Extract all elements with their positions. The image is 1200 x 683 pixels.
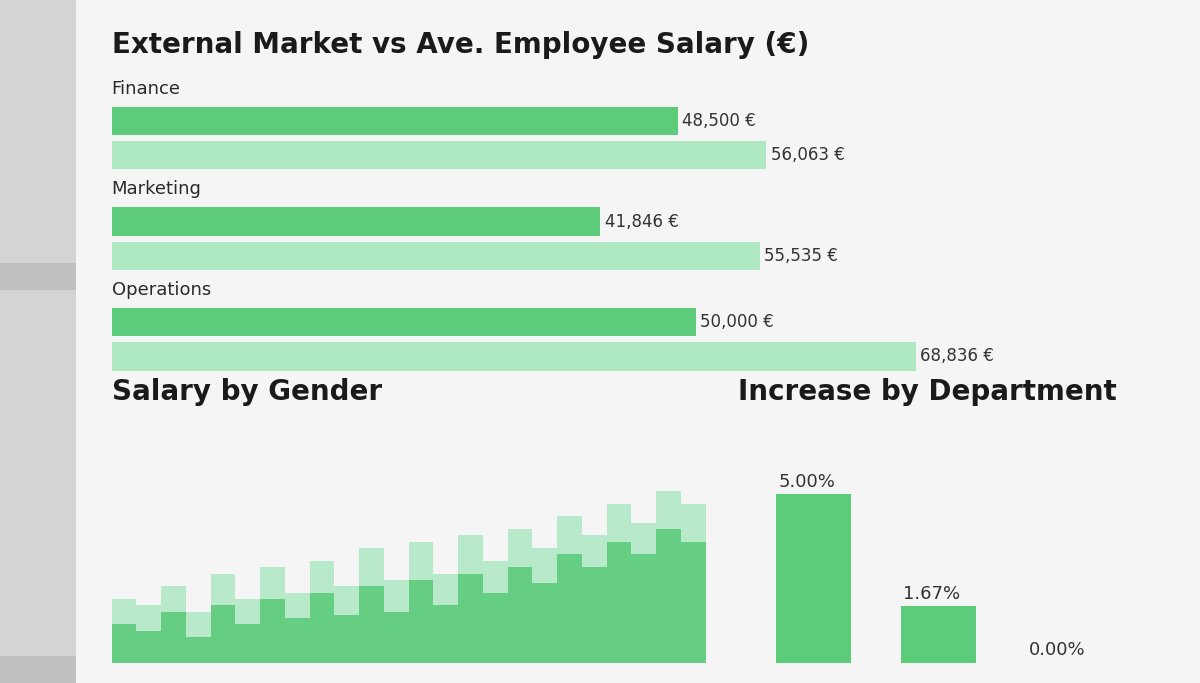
Bar [112,141,767,169]
Text: 5.00%: 5.00% [778,473,835,491]
Text: Operations: Operations [112,281,211,299]
Text: 48,500 €: 48,500 € [683,112,756,130]
Bar [775,494,851,663]
Bar [112,308,696,336]
Bar [112,342,916,371]
Text: Salary by Gender: Salary by Gender [112,378,382,406]
Text: External Market vs Ave. Employee Salary (€): External Market vs Ave. Employee Salary … [112,31,809,59]
Text: 41,846 €: 41,846 € [605,212,678,231]
Text: Increase by Department: Increase by Department [738,378,1117,406]
Text: 68,836 €: 68,836 € [920,348,994,365]
Bar [112,107,678,135]
Text: 56,063 €: 56,063 € [770,146,845,164]
Bar [112,242,761,270]
Text: Finance: Finance [112,80,180,98]
Bar [901,607,976,663]
Text: Marketing: Marketing [112,180,202,199]
Text: 1.67%: 1.67% [904,585,960,603]
Text: 0.00%: 0.00% [1028,641,1085,659]
Bar [112,208,600,236]
Text: 55,535 €: 55,535 € [764,247,839,265]
Text: 50,000 €: 50,000 € [700,313,774,331]
